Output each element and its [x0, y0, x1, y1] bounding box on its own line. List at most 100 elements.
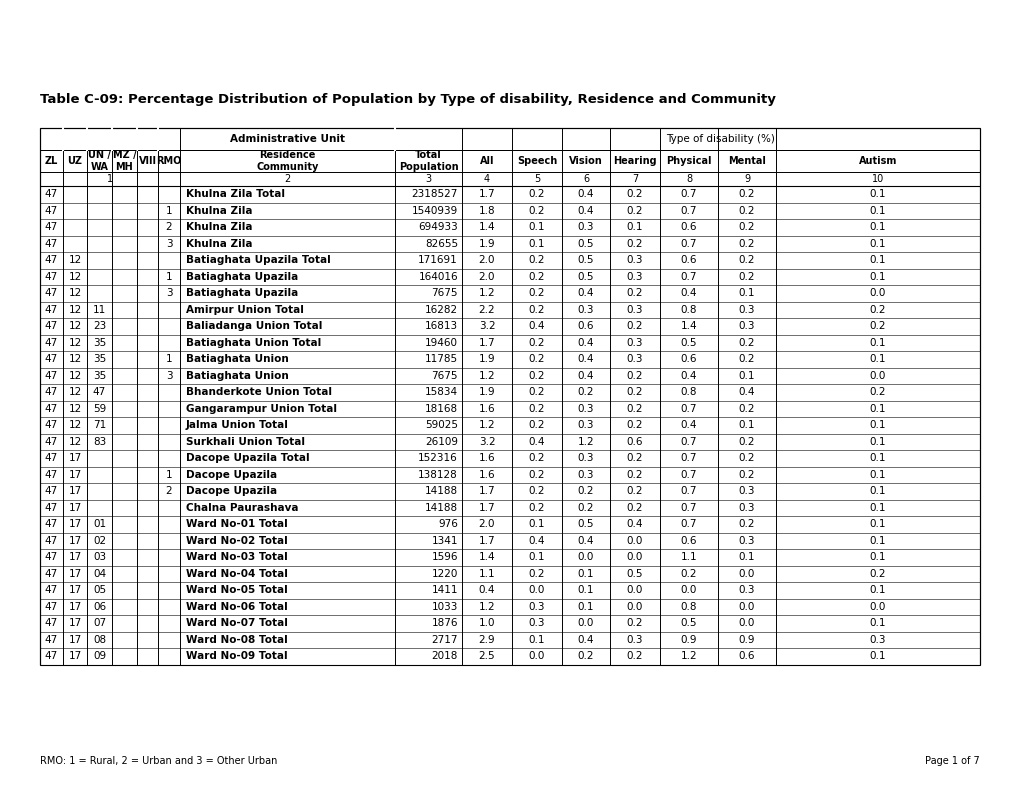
- Text: 0.0: 0.0: [738, 619, 754, 628]
- Text: 12: 12: [68, 370, 82, 381]
- Text: 0.0: 0.0: [738, 569, 754, 578]
- Text: 2018: 2018: [431, 651, 458, 661]
- Text: 17: 17: [68, 453, 82, 463]
- Text: 0.4: 0.4: [577, 536, 594, 546]
- Text: 47: 47: [45, 519, 58, 530]
- Text: 11: 11: [93, 305, 106, 314]
- Text: 02: 02: [93, 536, 106, 546]
- Text: 0.0: 0.0: [869, 602, 886, 611]
- Text: 0.1: 0.1: [869, 403, 886, 414]
- Text: 1876: 1876: [431, 619, 458, 628]
- Text: 0.7: 0.7: [680, 189, 697, 199]
- Text: 1411: 1411: [431, 585, 458, 595]
- Text: 0.2: 0.2: [869, 569, 886, 578]
- Text: 0.3: 0.3: [528, 602, 545, 611]
- Text: 2717: 2717: [431, 635, 458, 645]
- Text: 0.2: 0.2: [626, 420, 643, 430]
- Text: 3: 3: [425, 174, 431, 184]
- Text: Page 1 of 7: Page 1 of 7: [924, 756, 979, 766]
- Text: 0.3: 0.3: [577, 403, 594, 414]
- Text: 0.2: 0.2: [626, 288, 643, 298]
- Text: Dacope Upazila: Dacope Upazila: [185, 486, 277, 496]
- Text: 2: 2: [165, 222, 172, 232]
- Text: 17: 17: [68, 486, 82, 496]
- Text: 0.7: 0.7: [680, 486, 697, 496]
- Text: Jalma Union Total: Jalma Union Total: [185, 420, 288, 430]
- Text: 1220: 1220: [431, 569, 458, 578]
- Text: 1.9: 1.9: [478, 387, 495, 397]
- Text: 47: 47: [45, 569, 58, 578]
- Text: Residence
Community: Residence Community: [256, 150, 318, 173]
- Text: 3.2: 3.2: [478, 322, 495, 331]
- Text: 0.0: 0.0: [627, 552, 643, 563]
- Text: 1341: 1341: [431, 536, 458, 546]
- Text: 152316: 152316: [418, 453, 458, 463]
- Text: 47: 47: [45, 370, 58, 381]
- Text: 1.1: 1.1: [478, 569, 495, 578]
- Text: Baliadanga Union Total: Baliadanga Union Total: [185, 322, 322, 331]
- Text: 47: 47: [45, 189, 58, 199]
- Text: Physical: Physical: [665, 156, 711, 166]
- Text: 0.1: 0.1: [869, 619, 886, 628]
- Text: 0.4: 0.4: [577, 370, 594, 381]
- Text: 47: 47: [45, 486, 58, 496]
- Text: 171691: 171691: [418, 255, 458, 266]
- Text: 0.7: 0.7: [680, 519, 697, 530]
- Text: 17: 17: [68, 569, 82, 578]
- Text: 0.3: 0.3: [738, 536, 754, 546]
- Text: 0.2: 0.2: [528, 206, 545, 216]
- Text: 0.1: 0.1: [869, 519, 886, 530]
- Text: 0.4: 0.4: [478, 585, 495, 595]
- Text: 0.2: 0.2: [738, 453, 754, 463]
- Text: 17: 17: [68, 552, 82, 563]
- Text: 17: 17: [68, 635, 82, 645]
- Text: 0.9: 0.9: [738, 635, 754, 645]
- Text: 976: 976: [438, 519, 458, 530]
- Text: 59025: 59025: [425, 420, 458, 430]
- Text: 0.1: 0.1: [738, 370, 754, 381]
- Text: 0.2: 0.2: [738, 355, 754, 364]
- Text: 0.4: 0.4: [577, 338, 594, 348]
- Text: 0.3: 0.3: [738, 322, 754, 331]
- Text: 0.2: 0.2: [626, 239, 643, 249]
- Text: 2.0: 2.0: [478, 255, 495, 266]
- Text: 0.0: 0.0: [627, 602, 643, 611]
- Text: Batiaghata Upazila Total: Batiaghata Upazila Total: [185, 255, 330, 266]
- Text: 0.2: 0.2: [738, 403, 754, 414]
- Text: 0.1: 0.1: [869, 338, 886, 348]
- Text: Total
Population: Total Population: [398, 150, 458, 173]
- Text: 1.7: 1.7: [478, 486, 495, 496]
- Text: 0.2: 0.2: [528, 288, 545, 298]
- Text: 0.6: 0.6: [738, 651, 754, 661]
- Text: 0.4: 0.4: [577, 206, 594, 216]
- Text: 0.4: 0.4: [577, 288, 594, 298]
- Text: 0.2: 0.2: [626, 189, 643, 199]
- Text: 47: 47: [45, 437, 58, 447]
- Text: 0.6: 0.6: [577, 322, 594, 331]
- Text: 0.2: 0.2: [626, 206, 643, 216]
- Text: Batiaghata Upazila: Batiaghata Upazila: [185, 272, 298, 282]
- Text: Surkhali Union Total: Surkhali Union Total: [185, 437, 305, 447]
- Text: 164016: 164016: [418, 272, 458, 282]
- Text: 7675: 7675: [431, 370, 458, 381]
- Text: 0.5: 0.5: [577, 255, 594, 266]
- Text: 0.1: 0.1: [528, 239, 545, 249]
- Text: 0.2: 0.2: [738, 272, 754, 282]
- Text: 16282: 16282: [425, 305, 458, 314]
- Text: 5: 5: [533, 174, 540, 184]
- Text: 0.1: 0.1: [869, 206, 886, 216]
- Text: 11785: 11785: [425, 355, 458, 364]
- Text: 14188: 14188: [425, 486, 458, 496]
- Text: 1.4: 1.4: [478, 552, 495, 563]
- Text: Batiaghata Union: Batiaghata Union: [185, 370, 288, 381]
- Text: 47: 47: [45, 403, 58, 414]
- Text: 0.2: 0.2: [738, 255, 754, 266]
- Text: 0.1: 0.1: [869, 222, 886, 232]
- Text: 0.2: 0.2: [869, 387, 886, 397]
- Text: 7: 7: [631, 174, 638, 184]
- Text: 04: 04: [93, 569, 106, 578]
- Text: 47: 47: [45, 387, 58, 397]
- Text: Speech: Speech: [517, 156, 556, 166]
- Text: 0.0: 0.0: [528, 585, 544, 595]
- Text: 10: 10: [871, 174, 883, 184]
